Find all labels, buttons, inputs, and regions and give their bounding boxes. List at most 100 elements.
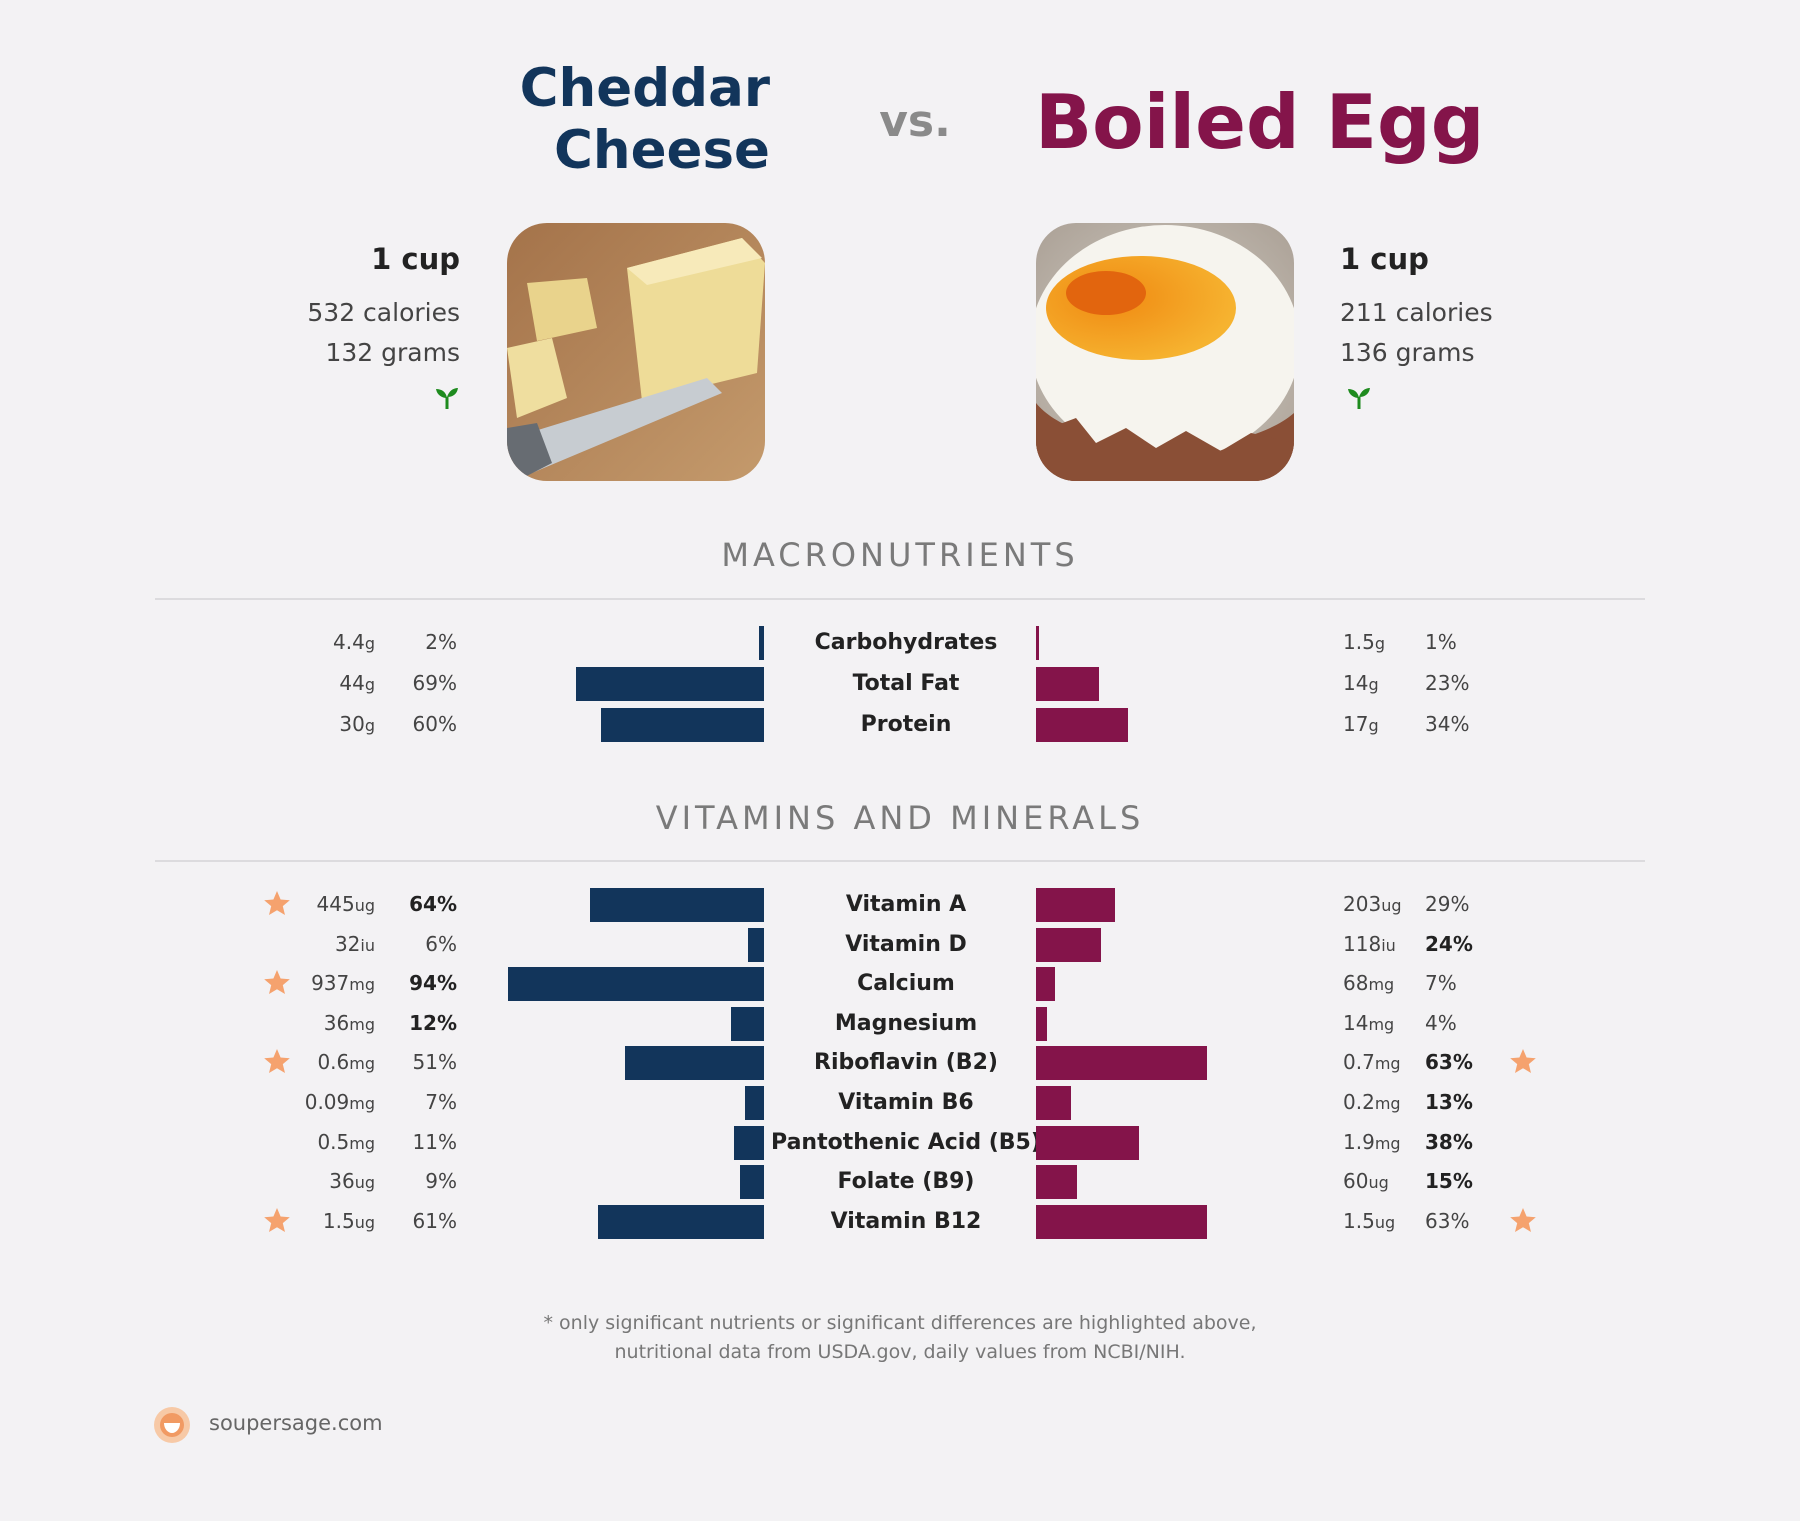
egg-amount: 0.7mg <box>1343 1050 1463 1074</box>
amount-value: 4.4 <box>333 630 365 654</box>
amount-value: 445 <box>316 892 355 916</box>
egg-amount: 1.5ug <box>1343 1209 1463 1233</box>
amount-unit: g <box>364 634 375 653</box>
egg-bar <box>1036 1086 1072 1120</box>
nutrient-label: Magnesium <box>834 1010 978 1036</box>
cheddar-bar <box>734 1125 764 1160</box>
cheddar-percent: 6% <box>425 931 457 956</box>
amount-unit: mg <box>1368 1014 1395 1034</box>
left-title-line1: Cheddar <box>519 58 770 119</box>
star-icon <box>264 970 290 995</box>
cheddar-percent: 12% <box>409 1010 457 1035</box>
amount-unit: ug <box>1374 1212 1396 1232</box>
cheddar-cheese-image <box>507 223 765 481</box>
left-grams: 132 grams <box>325 338 460 367</box>
vitamins-title: VITAMINS AND MINERALS <box>655 799 1145 837</box>
egg-bar <box>1036 927 1102 962</box>
amount-unit: ug <box>1381 896 1402 915</box>
egg-percent: 63% <box>1425 1208 1470 1233</box>
egg-amount: 68mg <box>1343 971 1463 995</box>
egg-bar <box>1036 1165 1077 1200</box>
cheddar-amount: 1.5ug <box>255 1209 375 1233</box>
amount-value: 36 <box>329 1169 355 1194</box>
cheddar-bar <box>739 1165 764 1200</box>
amount-value: 1.9 <box>1343 1129 1375 1154</box>
footnote-line-2: nutritional data from USDA.gov, daily va… <box>614 1341 1186 1363</box>
amount-unit: g <box>1368 716 1379 735</box>
cheddar-bar <box>744 1086 764 1120</box>
brand-link[interactable]: soupersage.com <box>209 1411 383 1435</box>
amount-value: 44 <box>339 671 365 695</box>
egg-bar <box>1036 1204 1208 1239</box>
amount-value: 0.5 <box>317 1129 350 1154</box>
egg-amount: 203ug <box>1343 892 1463 916</box>
amount-value: 14 <box>1343 1010 1369 1035</box>
egg-amount: 0.2mg <box>1343 1090 1463 1114</box>
amount-unit: mg <box>349 1094 375 1113</box>
egg-percent: 24% <box>1425 931 1473 956</box>
nutrient-label: Vitamin B12 <box>830 1208 982 1234</box>
amount-unit: ug <box>354 896 375 915</box>
amount-value: 60 <box>1343 1169 1369 1194</box>
cheddar-percent: 51% <box>412 1050 457 1075</box>
egg-bar <box>1036 967 1056 1002</box>
amount-unit: mg <box>349 1133 375 1153</box>
left-calories: 532 calories <box>307 298 460 327</box>
divider <box>155 598 1645 600</box>
vs-label: vs. <box>879 96 951 147</box>
right-serving: 1 cup <box>1340 242 1429 276</box>
divider <box>155 860 1645 862</box>
left-food-title: Cheddar Cheese <box>440 58 770 182</box>
cheddar-amount: 32iu <box>255 932 375 956</box>
cheddar-amount: 30g <box>255 712 375 736</box>
nutrient-label: Carbohydrates <box>814 630 998 655</box>
cheddar-amount: 36ug <box>255 1169 375 1193</box>
star-icon <box>264 1049 290 1074</box>
amount-unit: g <box>364 675 375 694</box>
right-food-title: Boiled Egg <box>1035 78 1485 166</box>
cheddar-amount: 44g <box>255 671 375 695</box>
nutrient-label: Folate (B9) <box>837 1169 975 1195</box>
egg-bar <box>1036 888 1115 922</box>
amount-unit: iu <box>360 935 375 955</box>
cheddar-percent: 61% <box>412 1208 457 1233</box>
nutrient-label: Pantothenic Acid (B5) <box>771 1129 1041 1155</box>
amount-value: 0.7 <box>1343 1050 1375 1075</box>
egg-amount: 14g <box>1343 671 1463 695</box>
star-icon <box>1510 1049 1536 1074</box>
egg-bar <box>1036 708 1129 742</box>
cheddar-amount: 937mg <box>255 971 375 995</box>
amount-value: 1.5 <box>1343 1208 1375 1233</box>
cheddar-amount: 36mg <box>255 1011 375 1035</box>
cheddar-percent: 60% <box>412 712 457 736</box>
amount-value: 1.5 <box>1343 630 1375 654</box>
nutrient-label: Vitamin D <box>845 931 967 957</box>
amount-value: 118 <box>1343 931 1382 956</box>
left-title-line2: Cheese <box>553 120 770 181</box>
cheddar-percent: 11% <box>412 1129 457 1154</box>
egg-percent: 1% <box>1425 630 1457 654</box>
cheddar-amount: 445ug <box>255 892 375 916</box>
amount-value: 0.6 <box>317 1050 350 1075</box>
left-serving: 1 cup <box>371 242 460 276</box>
cheddar-percent: 2% <box>425 630 457 654</box>
cheddar-bar <box>576 667 764 701</box>
cheddar-amount: 0.5mg <box>255 1130 375 1154</box>
amount-unit: g <box>364 716 375 735</box>
egg-amount: 14mg <box>1343 1011 1463 1035</box>
amount-unit: mg <box>1374 1094 1401 1113</box>
nutrient-label: Vitamin A <box>845 892 967 917</box>
amount-unit: mg <box>349 975 375 995</box>
cheddar-bar <box>600 708 764 742</box>
amount-value: 203 <box>1343 892 1382 916</box>
egg-amount: 17g <box>1343 712 1463 736</box>
cheddar-percent: 69% <box>412 671 457 695</box>
egg-bar <box>1036 667 1099 701</box>
egg-percent: 38% <box>1425 1129 1473 1154</box>
footnote-line-1: * only significant nutrients or signific… <box>543 1312 1257 1334</box>
cheddar-amount: 4.4g <box>255 630 375 654</box>
egg-bar <box>1036 1006 1047 1041</box>
egg-percent: 63% <box>1425 1050 1473 1075</box>
star-icon <box>264 891 290 915</box>
right-calories: 211 calories <box>1340 298 1493 327</box>
